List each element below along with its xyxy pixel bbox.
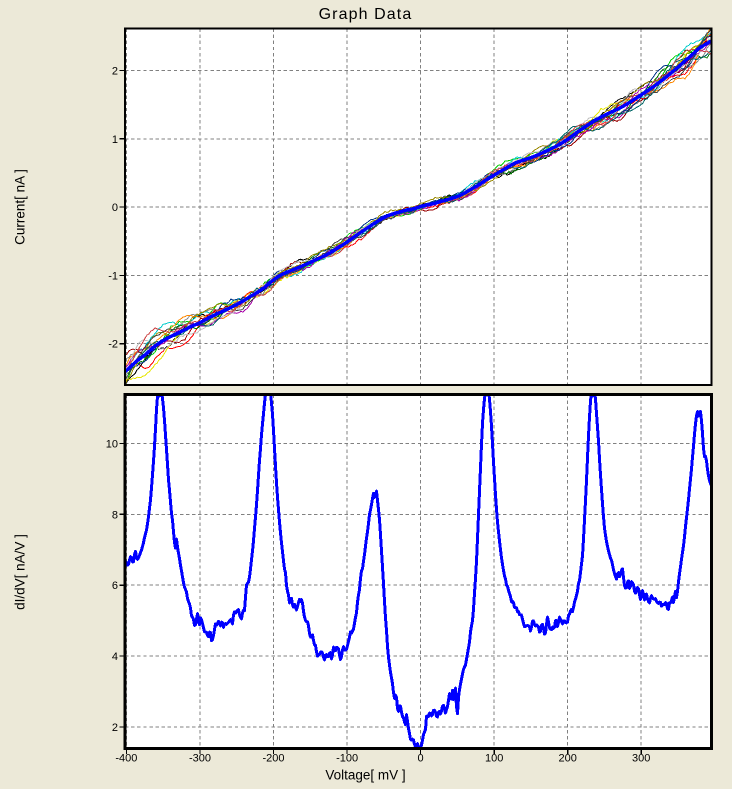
svg-text:2: 2 [112,722,118,734]
svg-text:-200: -200 [262,753,284,765]
svg-text:10: 10 [106,438,118,450]
svg-text:8: 8 [112,509,118,521]
svg-text:-2: -2 [108,339,118,351]
svg-text:-100: -100 [336,753,358,765]
svg-text:Current[ nA ]: Current[ nA ] [13,169,28,245]
svg-text:Graph Data: Graph Data [319,6,413,23]
svg-text:200: 200 [559,753,577,765]
svg-text:100: 100 [485,753,503,765]
svg-text:6: 6 [112,580,118,592]
svg-text:2: 2 [112,66,118,78]
svg-text:0: 0 [418,753,424,765]
svg-text:0: 0 [112,202,118,214]
svg-text:-1: -1 [108,270,118,282]
svg-text:-400: -400 [115,753,137,765]
svg-text:1: 1 [112,134,118,146]
svg-text:dI/dV[ nA/V ]: dI/dV[ nA/V ] [13,534,28,610]
svg-text:300: 300 [632,753,650,765]
svg-text:-300: -300 [189,753,211,765]
svg-text:4: 4 [112,651,118,663]
svg-text:Voltage[ mV ]: Voltage[ mV ] [325,768,405,783]
